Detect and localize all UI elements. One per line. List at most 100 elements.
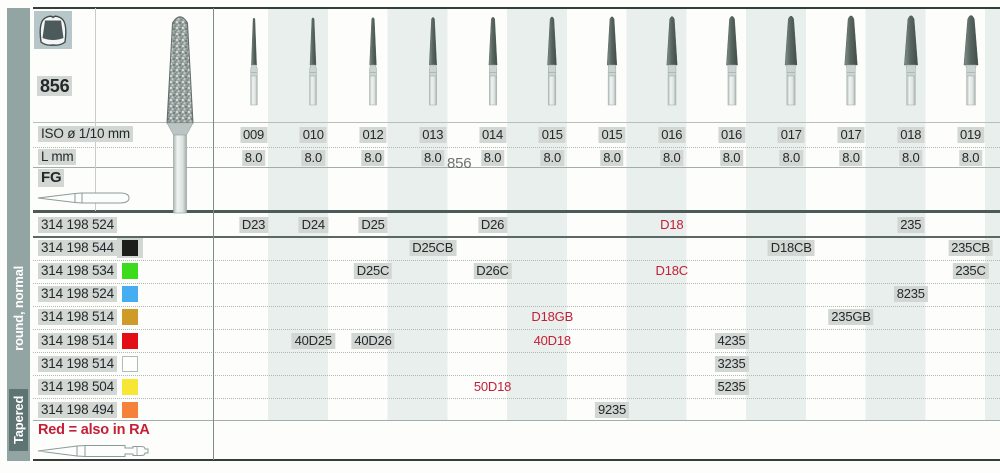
order-code: 314 198 524 bbox=[38, 217, 117, 233]
length-value-cell: 8.0 bbox=[660, 150, 684, 166]
iso-size-cell: 016 bbox=[717, 127, 746, 143]
product-cell: D25C bbox=[353, 263, 393, 279]
iso-size-cell: 019 bbox=[956, 127, 985, 143]
product-cell: 3235 bbox=[714, 356, 749, 372]
iso-size-cell: 016 bbox=[658, 127, 686, 143]
shank-type-label: FG bbox=[38, 169, 65, 187]
order-code: 314 198 544 bbox=[38, 240, 117, 256]
row-rule bbox=[33, 329, 1000, 330]
product-cell: D25 bbox=[358, 217, 388, 233]
bur-image bbox=[901, 8, 921, 126]
fg-shank-outline-icon bbox=[37, 189, 132, 212]
grit-chip-blue bbox=[122, 286, 138, 302]
iso-size-cell: 013 bbox=[419, 127, 447, 143]
rule-iso-l bbox=[33, 147, 1000, 148]
row-rule bbox=[33, 398, 1000, 399]
bur-image bbox=[363, 8, 383, 126]
length-value-cell: 8.0 bbox=[361, 150, 385, 166]
product-cell: 40D26 bbox=[351, 333, 395, 349]
length-value-cell: 8.0 bbox=[480, 150, 505, 166]
length-value-cell: 8.0 bbox=[958, 150, 983, 166]
bur-image bbox=[244, 8, 264, 126]
iso-row-label: ISO ø 1/10 mm bbox=[38, 126, 133, 142]
order-code: 314 198 504 bbox=[38, 379, 117, 395]
row-rule bbox=[33, 375, 1000, 376]
order-code: 314 198 494 bbox=[38, 402, 117, 418]
length-value-cell: 8.0 bbox=[899, 150, 923, 166]
iso-size-cell: 010 bbox=[299, 127, 327, 143]
row-rule bbox=[33, 260, 1000, 261]
rule-under-row1 bbox=[33, 236, 1000, 238]
tooth-icon bbox=[34, 11, 72, 54]
product-cell: D23 bbox=[238, 217, 269, 233]
product-cell: 235GB bbox=[828, 309, 874, 325]
bur-image bbox=[602, 8, 622, 126]
product-cell: 235CB bbox=[948, 240, 993, 256]
length-value-cell: 8.0 bbox=[839, 150, 863, 166]
grit-chip-black bbox=[122, 240, 138, 256]
product-cell: 9235 bbox=[594, 402, 630, 418]
rule-under-l bbox=[33, 167, 1000, 168]
bur-image bbox=[423, 8, 443, 126]
iso-size-cell: 014 bbox=[478, 127, 507, 143]
order-code: 314 198 534 bbox=[38, 263, 117, 279]
row-rule bbox=[33, 283, 1000, 284]
iso-size-cell: 017 bbox=[777, 127, 805, 143]
product-cell: 50D18 bbox=[473, 379, 512, 394]
bur-image bbox=[303, 8, 323, 126]
product-cell: D18GB bbox=[531, 309, 574, 324]
bur-image bbox=[662, 8, 682, 126]
length-value-cell: 8.0 bbox=[421, 150, 445, 166]
product-cell: 235 bbox=[897, 217, 925, 233]
grit-chip-white bbox=[122, 356, 138, 372]
product-cell: D26C bbox=[473, 263, 512, 279]
rule-above-rows bbox=[33, 210, 1000, 213]
product-cell: 40D18 bbox=[533, 333, 572, 348]
length-value-cell: 8.0 bbox=[719, 150, 744, 166]
bur-image bbox=[722, 8, 742, 126]
product-cell: D18 bbox=[660, 217, 684, 232]
product-cell: 8235 bbox=[893, 286, 928, 302]
iso-size-cell: 018 bbox=[897, 127, 925, 143]
grit-chip-ochre bbox=[122, 309, 138, 325]
length-row-label: L mm bbox=[38, 149, 77, 165]
ra-shank-outline-icon bbox=[37, 441, 155, 466]
bur-image bbox=[841, 8, 861, 126]
order-code: 314 198 514 bbox=[38, 356, 117, 372]
bur-image bbox=[961, 8, 981, 126]
bottom-border bbox=[33, 459, 1000, 461]
product-cell: 40D25 bbox=[291, 333, 335, 349]
order-code: 314 198 514 bbox=[38, 309, 117, 325]
divider-fg bbox=[95, 8, 96, 211]
grit-chip-red bbox=[122, 333, 138, 349]
sidebar-label-tapered: Tapered bbox=[9, 388, 28, 451]
iso-size-cell: 009 bbox=[239, 127, 268, 143]
product-cell: 235C bbox=[952, 263, 989, 279]
grit-chip-green bbox=[122, 263, 138, 279]
grit-chip-yellow bbox=[122, 379, 138, 395]
divider-main bbox=[213, 8, 214, 460]
sidebar-rotated-text: Tapered round, normal bbox=[7, 8, 30, 461]
product-cell: D26 bbox=[477, 217, 508, 233]
ghost-watermark: 856 bbox=[447, 155, 472, 172]
product-cell: D18CB bbox=[767, 240, 815, 256]
sidebar: Tapered round, normal bbox=[7, 8, 30, 461]
product-cell: D24 bbox=[298, 217, 328, 233]
product-cell: D18C bbox=[655, 263, 689, 278]
product-cell: 5235 bbox=[714, 379, 749, 395]
grit-chip-orange bbox=[122, 402, 138, 418]
rule-above-footer bbox=[33, 420, 1000, 421]
length-value-cell: 8.0 bbox=[540, 150, 564, 166]
sidebar-label-round-normal: round, normal bbox=[11, 265, 26, 351]
length-value-cell: 8.0 bbox=[301, 150, 325, 166]
top-border bbox=[33, 7, 1000, 9]
length-value-cell: 8.0 bbox=[779, 150, 803, 166]
product-cell: 4235 bbox=[714, 333, 749, 349]
bur-image bbox=[483, 8, 503, 126]
product-cell: D25CB bbox=[409, 240, 457, 256]
figure-number: 856 bbox=[37, 76, 73, 96]
length-value-cell: 8.0 bbox=[241, 150, 266, 166]
bur-image bbox=[781, 8, 801, 126]
length-value-cell: 8.0 bbox=[600, 150, 624, 166]
iso-size-cell: 017 bbox=[837, 127, 865, 143]
